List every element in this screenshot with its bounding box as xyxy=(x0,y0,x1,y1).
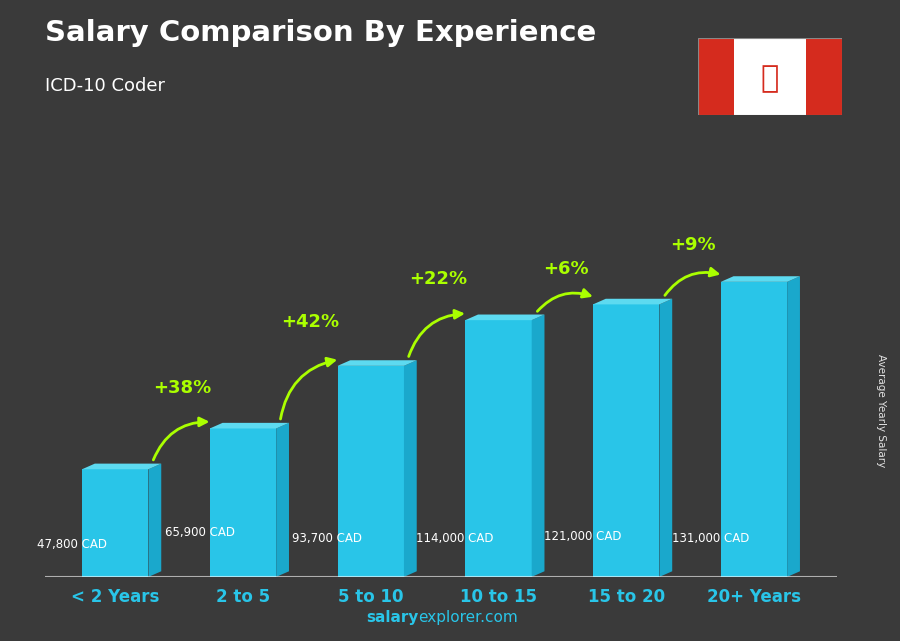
Text: 121,000 CAD: 121,000 CAD xyxy=(544,529,622,542)
Text: +22%: +22% xyxy=(409,271,467,288)
Text: +6%: +6% xyxy=(543,260,589,278)
Polygon shape xyxy=(593,299,672,304)
Text: explorer.com: explorer.com xyxy=(418,610,518,625)
Polygon shape xyxy=(338,360,417,366)
Polygon shape xyxy=(660,299,672,577)
Text: 47,800 CAD: 47,800 CAD xyxy=(37,538,107,551)
Polygon shape xyxy=(148,463,161,577)
Text: ICD-10 Coder: ICD-10 Coder xyxy=(45,77,165,95)
Polygon shape xyxy=(210,423,289,428)
Text: 65,900 CAD: 65,900 CAD xyxy=(165,526,235,539)
Bar xyxy=(721,282,788,577)
Bar xyxy=(806,38,842,115)
Text: +9%: +9% xyxy=(670,236,716,254)
Text: salary: salary xyxy=(366,610,418,625)
Polygon shape xyxy=(465,315,544,320)
Text: 131,000 CAD: 131,000 CAD xyxy=(671,532,749,545)
Polygon shape xyxy=(404,360,417,577)
Bar xyxy=(465,320,532,577)
Bar xyxy=(593,304,660,577)
Polygon shape xyxy=(82,463,161,469)
Polygon shape xyxy=(276,423,289,577)
Text: 🍁: 🍁 xyxy=(760,64,778,94)
Text: +38%: +38% xyxy=(153,379,211,397)
Polygon shape xyxy=(788,276,800,577)
Text: 114,000 CAD: 114,000 CAD xyxy=(417,532,494,545)
Bar xyxy=(338,366,404,577)
Polygon shape xyxy=(721,276,800,282)
Text: Salary Comparison By Experience: Salary Comparison By Experience xyxy=(45,19,596,47)
Polygon shape xyxy=(532,315,544,577)
Text: 93,700 CAD: 93,700 CAD xyxy=(292,533,363,545)
Bar xyxy=(698,38,733,115)
Bar xyxy=(210,428,276,577)
Bar xyxy=(82,469,148,577)
Text: +42%: +42% xyxy=(281,313,339,331)
Text: Average Yearly Salary: Average Yearly Salary xyxy=(877,354,886,467)
